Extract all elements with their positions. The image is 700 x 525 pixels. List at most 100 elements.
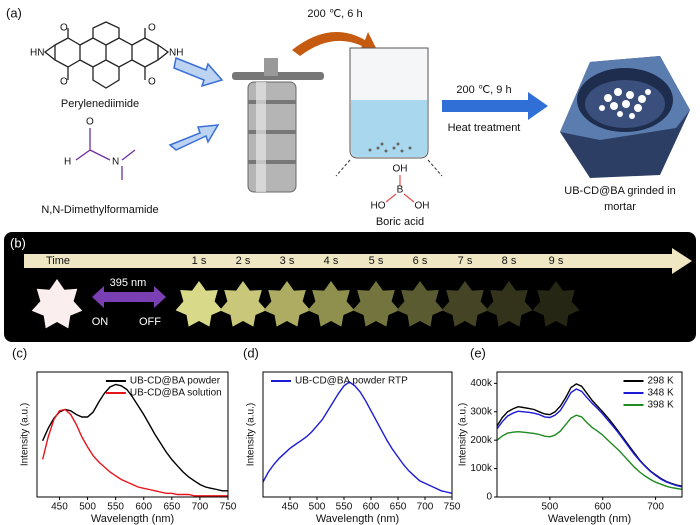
perylenediimide-structure (43, 21, 170, 89)
legend-label: 348 K (648, 388, 674, 399)
x-tick-label: 750 (444, 502, 461, 513)
x-tick-label: 700 (647, 502, 664, 513)
charts: (c) 450 500 550 600 650 700 750 Wavelength (nm) I… (12, 345, 683, 525)
process-arrow (442, 92, 548, 120)
atom-label: HO (371, 201, 386, 212)
plot-frame (36, 371, 229, 498)
time-label: 6 s (413, 255, 428, 267)
sample-star (532, 281, 580, 327)
sample-star (485, 281, 533, 327)
time-arrow (24, 248, 692, 274)
y-tick-label: 400k (470, 378, 493, 389)
panel-label: (d) (243, 345, 259, 360)
time-label: 1 s (192, 255, 207, 267)
panel-label: (b) (10, 235, 26, 250)
boric-acid-structure (385, 175, 415, 203)
condition-label: Heat treatment (448, 122, 521, 134)
legend-label: UB-CD@BA powder (130, 376, 221, 387)
product-name: mortar (604, 201, 636, 213)
x-tick-label: 600 (594, 502, 611, 513)
x-tick-label: 550 (336, 502, 353, 513)
atom-label: O (60, 23, 68, 34)
sample-star (263, 281, 311, 327)
y-axis-label: Intensity (a.u.) (246, 403, 257, 466)
samples: 1 s 2 s 3 s 4 s 5 s 6 s 7 s 8 s 9 s (31, 255, 580, 329)
x-tick-label: 550 (107, 502, 124, 513)
atom-label: OH (393, 164, 408, 175)
plot-frame (496, 371, 683, 498)
panel-label: (a) (6, 5, 22, 20)
x-tick-label: 650 (163, 502, 180, 513)
time-label: 4 s (324, 255, 339, 267)
compound-name: N,N-Dimethylformamide (41, 204, 158, 216)
time-label: 9 s (549, 255, 564, 267)
data-line (496, 414, 683, 490)
atom-label: O (148, 77, 156, 88)
sample-star (396, 281, 444, 327)
atom-label: B (397, 185, 404, 196)
atom-label: NH (169, 48, 183, 59)
sample-star (352, 281, 400, 327)
y-axis-label: Intensity (a.u.) (458, 403, 469, 466)
panel-b: (b) Time 395 nm ON OFF 1 s 2 s 3 s 4 s 5 s 6 … (4, 232, 696, 342)
state-label: OFF (139, 316, 161, 328)
atom-label: O (86, 117, 94, 128)
excitation-label: 395 nm (110, 277, 147, 289)
data-line (41, 383, 228, 492)
atom-label: N (112, 157, 119, 168)
time-label: 3 s (280, 255, 295, 267)
x-tick-label: 750 (220, 502, 237, 513)
y-tick-label: 300k (470, 406, 493, 417)
atom-label: O (60, 77, 68, 88)
sample-star (441, 281, 489, 327)
x-axis-label: Wavelength (nm) (548, 513, 631, 525)
x-tick-label: 500 (79, 502, 96, 513)
x-axis-label: Wavelength (nm) (316, 513, 399, 525)
panel-label: (e) (470, 345, 486, 360)
x-tick-label: 650 (390, 502, 407, 513)
double-arrow (92, 286, 166, 308)
y-axis-label: Intensity (a.u.) (20, 403, 31, 466)
legend-label: 398 K (648, 400, 674, 411)
mortar (560, 56, 690, 178)
legend-label: UB-CD@BA powder RTP (295, 376, 408, 387)
time-label: 5 s (369, 255, 384, 267)
time-label: 8 s (502, 255, 517, 267)
legend-label: 298 K (648, 376, 674, 387)
y-tick-label: 100k (470, 463, 493, 474)
process-arrow (292, 32, 378, 56)
y-tick-label: 200k (470, 435, 493, 446)
sample-star (31, 279, 83, 329)
panel-label: (c) (12, 345, 27, 360)
condition-label: 200 ℃, 9 h (456, 84, 511, 96)
compound-name: Perylenediimide (61, 98, 139, 110)
x-tick-label: 700 (192, 502, 209, 513)
condition-label: 200 ℃, 6 h (307, 8, 362, 20)
x-tick-label: 600 (363, 502, 380, 513)
sample-star (175, 281, 223, 327)
sample-star (307, 281, 355, 327)
panel-a: (a) O O HN NH O O Perylenediimide O H N … (6, 5, 690, 228)
x-tick-label: 500 (309, 502, 326, 513)
compound-name: Boric acid (376, 216, 424, 228)
x-tick-label: 450 (51, 502, 68, 513)
y-tick-label: 0 (486, 492, 492, 503)
beaker (335, 47, 443, 177)
x-tick-label: 600 (135, 502, 152, 513)
axis-label: Time (46, 255, 70, 267)
sample-star (219, 281, 267, 327)
data-line (41, 408, 228, 497)
plot-frame (262, 371, 453, 498)
atom-label: O (148, 23, 156, 34)
atom-label: OH (415, 201, 430, 212)
time-label: 7 s (458, 255, 473, 267)
input-arrows (168, 56, 224, 151)
dmf-structure (75, 128, 136, 180)
autoclave (232, 58, 324, 193)
time-label: 2 s (236, 255, 251, 267)
x-tick-label: 450 (282, 502, 299, 513)
atom-label: HN (30, 48, 44, 59)
x-tick-label: 500 (542, 502, 559, 513)
